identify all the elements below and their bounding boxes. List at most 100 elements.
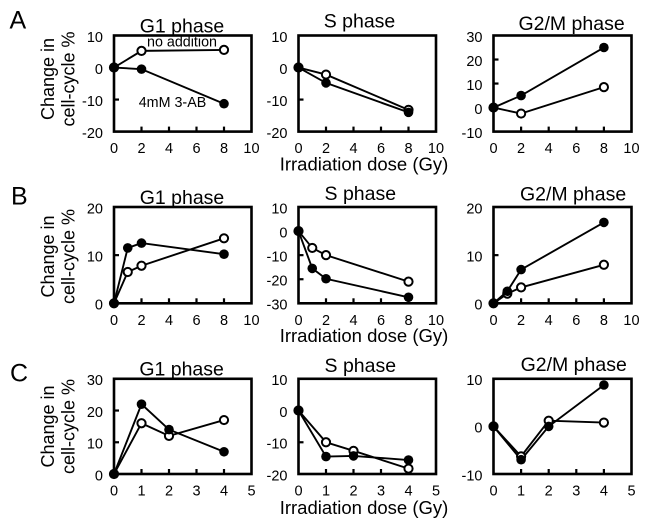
- svg-text:4: 4: [349, 141, 357, 157]
- svg-text:6: 6: [377, 141, 385, 157]
- svg-text:Change in: Change in: [38, 215, 58, 297]
- svg-text:3: 3: [572, 484, 580, 500]
- svg-text:6: 6: [377, 313, 385, 329]
- svg-text:Change in: Change in: [38, 38, 58, 120]
- svg-text:B: B: [11, 183, 28, 211]
- svg-text:8: 8: [404, 141, 412, 157]
- svg-text:4: 4: [545, 141, 553, 157]
- svg-text:Irradiation dose (Gy): Irradiation dose (Gy): [280, 497, 449, 518]
- svg-text:5: 5: [432, 484, 440, 500]
- svg-text:-30: -30: [267, 298, 288, 314]
- svg-text:0: 0: [110, 313, 118, 329]
- svg-text:10: 10: [623, 141, 639, 157]
- svg-text:A: A: [10, 7, 27, 35]
- svg-text:G1 phase: G1 phase: [140, 187, 225, 209]
- svg-text:-20: -20: [267, 468, 288, 484]
- svg-text:G1 phase: G1 phase: [139, 358, 224, 380]
- svg-text:10: 10: [428, 141, 444, 157]
- svg-text:4mM 3-AB: 4mM 3-AB: [139, 95, 207, 111]
- svg-text:20: 20: [87, 405, 103, 421]
- svg-text:S phase: S phase: [324, 10, 396, 32]
- svg-text:4: 4: [404, 484, 412, 500]
- svg-text:0: 0: [294, 141, 302, 157]
- svg-text:8: 8: [600, 313, 608, 329]
- svg-text:-10: -10: [267, 94, 288, 110]
- svg-text:cell-cycle %: cell-cycle %: [59, 379, 79, 474]
- svg-text:4: 4: [600, 484, 608, 500]
- svg-text:20: 20: [466, 201, 482, 217]
- svg-text:Change in: Change in: [38, 385, 58, 467]
- svg-text:G2/M phase: G2/M phase: [520, 183, 626, 205]
- svg-text:1: 1: [517, 484, 525, 500]
- svg-text:0: 0: [110, 484, 118, 500]
- svg-text:cell-cycle %: cell-cycle %: [59, 31, 79, 126]
- svg-text:1: 1: [322, 484, 330, 500]
- svg-text:4: 4: [349, 313, 357, 329]
- svg-text:0: 0: [474, 421, 482, 437]
- svg-text:0: 0: [489, 141, 497, 157]
- svg-text:S phase: S phase: [325, 183, 397, 205]
- svg-text:10: 10: [271, 30, 287, 46]
- svg-text:10: 10: [428, 313, 444, 329]
- svg-text:0: 0: [279, 225, 287, 241]
- svg-text:10: 10: [87, 437, 103, 453]
- svg-text:30: 30: [87, 373, 103, 389]
- svg-text:10: 10: [87, 30, 103, 46]
- svg-text:8: 8: [220, 313, 228, 329]
- svg-text:0: 0: [279, 62, 287, 78]
- svg-text:20: 20: [466, 54, 482, 70]
- svg-text:G1 phase: G1 phase: [140, 16, 225, 38]
- svg-text:20: 20: [87, 201, 103, 217]
- svg-text:0: 0: [110, 141, 118, 157]
- svg-text:0: 0: [95, 468, 103, 484]
- svg-text:8: 8: [600, 141, 608, 157]
- svg-text:-20: -20: [267, 274, 288, 290]
- svg-text:-20: -20: [82, 126, 103, 142]
- svg-text:10: 10: [466, 249, 482, 265]
- svg-text:2: 2: [349, 484, 357, 500]
- svg-text:4: 4: [220, 484, 228, 500]
- svg-text:-10: -10: [462, 468, 483, 484]
- svg-text:-20: -20: [267, 126, 288, 142]
- svg-text:10: 10: [466, 78, 482, 94]
- svg-text:2: 2: [517, 313, 525, 329]
- svg-text:10: 10: [466, 373, 482, 389]
- svg-text:2: 2: [322, 141, 330, 157]
- svg-text:2: 2: [517, 141, 525, 157]
- svg-text:0: 0: [95, 298, 103, 314]
- svg-text:G2/M phase: G2/M phase: [518, 13, 624, 35]
- svg-text:6: 6: [572, 313, 580, 329]
- svg-text:-10: -10: [82, 94, 103, 110]
- svg-text:Irradiation dose (Gy): Irradiation dose (Gy): [280, 325, 449, 346]
- svg-text:10: 10: [271, 201, 287, 217]
- svg-text:30: 30: [466, 30, 482, 46]
- svg-text:-10: -10: [267, 249, 288, 265]
- svg-text:0: 0: [95, 62, 103, 78]
- svg-text:2: 2: [545, 484, 553, 500]
- svg-text:8: 8: [404, 313, 412, 329]
- svg-text:3: 3: [377, 484, 385, 500]
- svg-text:10: 10: [623, 313, 639, 329]
- svg-text:0: 0: [474, 298, 482, 314]
- svg-text:2: 2: [137, 313, 145, 329]
- svg-text:6: 6: [572, 141, 580, 157]
- svg-text:4: 4: [545, 313, 553, 329]
- svg-text:2: 2: [322, 313, 330, 329]
- svg-text:10: 10: [243, 313, 259, 329]
- svg-text:0: 0: [474, 102, 482, 118]
- svg-text:1: 1: [137, 484, 145, 500]
- svg-text:0: 0: [279, 405, 287, 421]
- svg-text:8: 8: [220, 141, 228, 157]
- svg-text:10: 10: [87, 249, 103, 265]
- svg-text:4: 4: [165, 313, 173, 329]
- svg-text:10: 10: [243, 141, 259, 157]
- svg-text:no addition: no addition: [147, 34, 217, 50]
- svg-text:6: 6: [192, 313, 200, 329]
- svg-text:2: 2: [165, 484, 173, 500]
- svg-text:0: 0: [489, 484, 497, 500]
- svg-text:Irradiation dose (Gy): Irradiation dose (Gy): [280, 154, 449, 175]
- svg-text:5: 5: [627, 484, 635, 500]
- svg-text:0: 0: [294, 313, 302, 329]
- svg-text:0: 0: [294, 484, 302, 500]
- svg-text:2: 2: [137, 141, 145, 157]
